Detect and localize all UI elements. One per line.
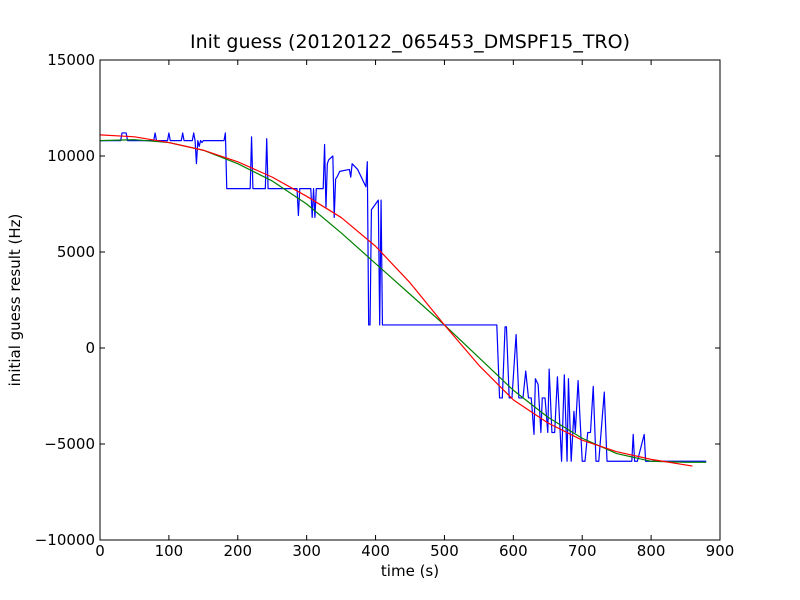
y-tick-label: −10000	[35, 531, 95, 549]
series-line-2	[99, 139, 707, 463]
x-tick-label: 900	[706, 542, 735, 560]
y-axis-label: initial guess result (Hz)	[6, 214, 24, 387]
plot-lines	[99, 132, 707, 467]
x-axis-label: time (s)	[381, 562, 439, 580]
y-tick-label: 10000	[47, 147, 95, 165]
x-tick-label: 100	[155, 542, 184, 560]
ticks: 0 100 200 300 400 500 600 700 800 900 −10000 −5000 0…	[35, 51, 735, 560]
y-tick-label: −5000	[44, 435, 95, 453]
x-tick-label: 700	[568, 542, 597, 560]
x-tick-label: 200	[223, 542, 252, 560]
x-tick-label: 600	[499, 542, 528, 560]
y-tick-label: 0	[85, 339, 95, 357]
x-tick-label: 300	[292, 542, 321, 560]
x-tick-label: 500	[430, 542, 459, 560]
y-tick-label: 15000	[47, 51, 95, 69]
axes-frame	[99, 59, 721, 541]
chart-title: Init guess (20120122_065453_DMSPF15_TRO)	[190, 31, 630, 53]
y-tick-label: 5000	[57, 243, 95, 261]
x-tick-label: 800	[637, 542, 666, 560]
series-line-1	[100, 132, 707, 462]
series-line-3	[99, 134, 693, 467]
x-tick-label: 0	[95, 542, 105, 560]
x-tick-label: 400	[361, 542, 390, 560]
